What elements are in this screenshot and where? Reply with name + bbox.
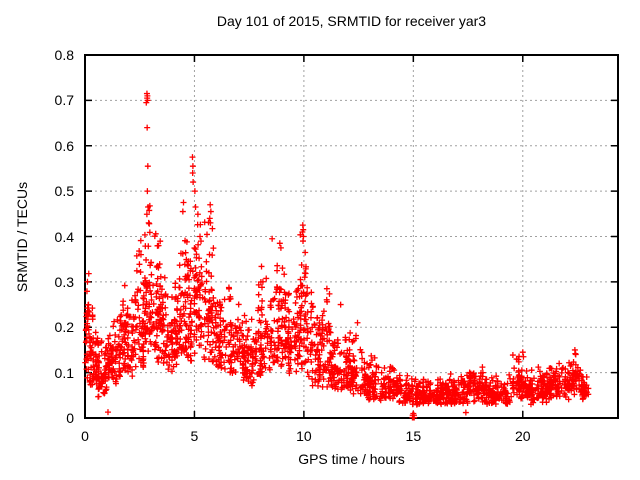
y-tick-label: 0.6	[54, 137, 74, 154]
x-tick-label: 0	[81, 428, 89, 444]
y-tick-label: 0	[66, 410, 74, 426]
y-tick-label: 0.8	[54, 47, 74, 63]
y-tick-label: 0.4	[54, 228, 74, 245]
x-tick-label: 10	[296, 428, 312, 444]
chart-title: Day 101 of 2015, SRMTID for receiver yar…	[216, 13, 487, 29]
x-tick-label: 20	[514, 428, 531, 444]
y-tick-label: 0.3	[54, 273, 74, 290]
x-tick-label: 15	[405, 428, 422, 444]
y-tick-label: 0.5	[54, 183, 74, 200]
y-tick-label: 0.1	[54, 364, 74, 381]
y-tick-label: 0.7	[54, 92, 74, 109]
x-axis-label: GPS time / hours	[298, 451, 405, 467]
y-tick-label: 0.2	[54, 319, 74, 336]
x-tick-label: 5	[190, 428, 199, 444]
